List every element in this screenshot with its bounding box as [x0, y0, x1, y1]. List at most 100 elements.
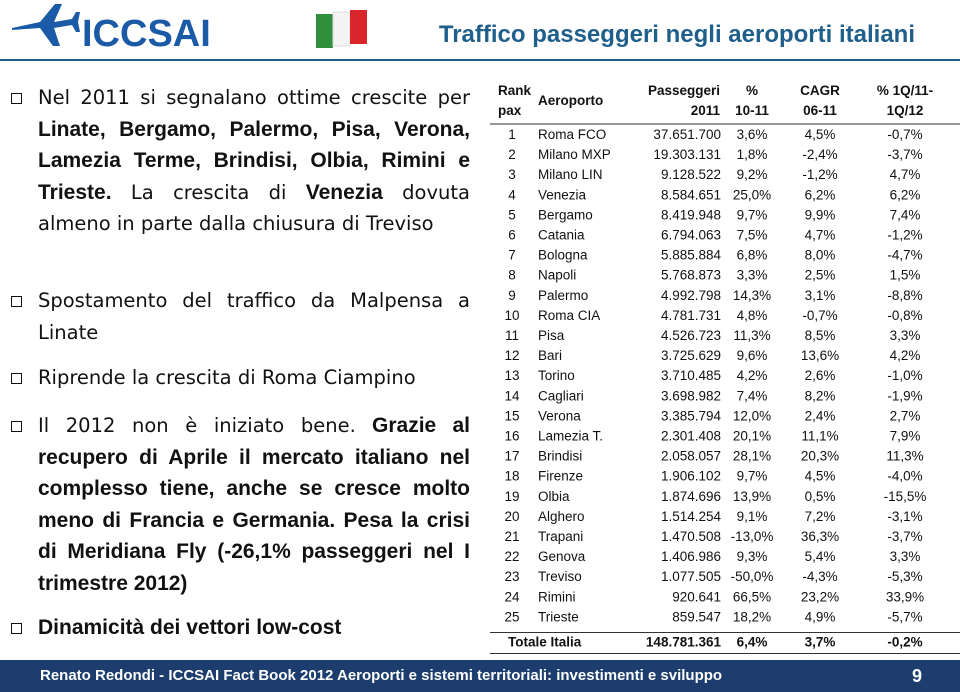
bullet-text: La crescita di [111, 180, 306, 204]
bullet-text: Dinamicità dei vettori low-cost [38, 616, 342, 639]
table-cell: 1 [508, 127, 516, 142]
table-cell: -13,0% [731, 529, 774, 544]
table-cell: -4,0% [887, 469, 922, 484]
table-cell: Napoli [538, 268, 576, 283]
table-cell: 4,7% [890, 167, 921, 182]
table-cell: -1,0% [887, 368, 922, 383]
table-cell: 23,2% [801, 589, 839, 604]
table-cell: 9 [508, 288, 516, 303]
table-cell: Trapani [538, 529, 583, 544]
table-cell: 7 [508, 248, 516, 263]
table-cell: 2.058.057 [661, 449, 721, 464]
table-cell: 1.470.508 [661, 529, 721, 544]
table-cell: 1,5% [890, 268, 921, 283]
column-header: Aeroporto [538, 93, 603, 108]
table-cell: 859.547 [672, 609, 721, 624]
table-cell: 8,0% [805, 248, 836, 263]
table-cell: -4,7% [887, 248, 922, 263]
table-cell: Pisa [538, 328, 565, 343]
table-cell: -0,7% [802, 308, 837, 323]
table-cell: 7,4% [737, 388, 768, 403]
column-header: 1Q/12 [887, 103, 924, 118]
table-cell: 9,7% [737, 207, 768, 222]
table-cell: 8,2% [805, 388, 836, 403]
table-cell: 7,5% [737, 228, 768, 243]
table-cell: 1.077.505 [661, 569, 721, 584]
table-cell: 3.698.982 [661, 388, 721, 403]
table-cell: 23 [504, 569, 519, 584]
table-cell: 1.874.696 [661, 489, 721, 504]
table-cell: Rimini [538, 589, 576, 604]
column-header: % [746, 83, 758, 98]
table-cell: Bologna [538, 248, 588, 263]
table-cell: 3,3% [890, 549, 921, 564]
table-cell: 6 [508, 228, 516, 243]
slide-title: Traffico passeggeri negli aeroporti ital… [439, 21, 915, 48]
table-cell: 13,9% [733, 489, 771, 504]
table-cell: 3.710.485 [661, 368, 721, 383]
table-cell: 1,8% [737, 147, 768, 162]
table-cell: 4,7% [805, 228, 836, 243]
table-cell: Olbia [538, 489, 570, 504]
table-cell: -50,0% [731, 569, 774, 584]
table-cell: 7,2% [805, 509, 836, 524]
table-cell: Bergamo [538, 207, 593, 222]
column-header: 2011 [691, 103, 721, 118]
table-cell: 66,5% [733, 589, 771, 604]
table-cell: 5.885.884 [661, 248, 722, 263]
table-cell: 17 [504, 449, 519, 464]
table-cell: 8,5% [805, 328, 836, 343]
table-cell: Verona [538, 408, 581, 423]
table-cell: 6.794.063 [661, 228, 721, 243]
table-cell: 9,3% [737, 549, 768, 564]
table-cell: 4.526.723 [661, 328, 721, 343]
total-cell: 3,7% [805, 635, 836, 650]
table-cell: 3,3% [890, 328, 921, 343]
table-cell: 2.301.408 [661, 429, 721, 444]
table-cell: 2 [508, 147, 516, 162]
table-cell: 19.303.131 [653, 147, 721, 162]
bullet-text: Nel 2011 si segnalano ottime crescite pe… [38, 86, 470, 109]
table-cell: 9.128.522 [661, 167, 721, 182]
bullet: Riprende la crescita di Roma Ciampino [11, 362, 470, 394]
table-cell: 4.992.798 [661, 288, 721, 303]
table-cell: 9,2% [737, 167, 768, 182]
table-cell: 2,7% [890, 408, 921, 423]
table-cell: 37.651.700 [653, 127, 721, 142]
table-cell: 8 [508, 268, 516, 283]
column-header: Passeggeri [648, 83, 720, 98]
table-cell: 13,6% [801, 348, 839, 363]
bullet: Nel 2011 si segnalano ottime crescite pe… [11, 82, 470, 240]
table-cell: 3,3% [737, 268, 768, 283]
column-header: 10-11 [735, 103, 769, 118]
bullet-text: Venezia [305, 180, 383, 204]
table-cell: -4,3% [802, 569, 837, 584]
table-cell: 9,6% [737, 348, 768, 363]
table-cell: 2,4% [805, 408, 836, 423]
table-cell: -5,3% [887, 569, 922, 584]
table-cell: 25,0% [733, 187, 771, 202]
total-cell: 6,4% [737, 635, 768, 650]
table-cell: Trieste [538, 609, 579, 624]
table-cell: 1.514.254 [661, 509, 722, 524]
table: RankpaxAeroportoPasseggeri2011%10-11CAGR… [490, 83, 960, 654]
table-cell: Brindisi [538, 449, 582, 464]
table-cell: 19 [504, 489, 519, 504]
table-cell: 6,8% [737, 248, 768, 263]
table-cell: Milano LIN [538, 167, 603, 182]
bullet: Il 2012 non è iniziato bene. Grazie al r… [11, 410, 470, 599]
table-cell: 10 [504, 308, 519, 323]
table-cell: 20 [504, 509, 519, 524]
table-cell: Alghero [538, 509, 585, 524]
table-cell: 22 [504, 549, 519, 564]
total-cell: Totale Italia [508, 635, 582, 650]
table-cell: 12 [504, 348, 519, 363]
table-cell: 9,9% [805, 207, 836, 222]
footer-bar: Renato Redondi - ICCSAI Fact Book 2012 A… [0, 660, 960, 692]
table-cell: 28,1% [733, 449, 771, 464]
table-cell: 7,9% [890, 429, 921, 444]
total-cell: -0,2% [887, 635, 922, 650]
table-cell: -1,2% [887, 228, 922, 243]
table-cell: 4,8% [737, 308, 768, 323]
table-cell: 4,5% [805, 469, 836, 484]
